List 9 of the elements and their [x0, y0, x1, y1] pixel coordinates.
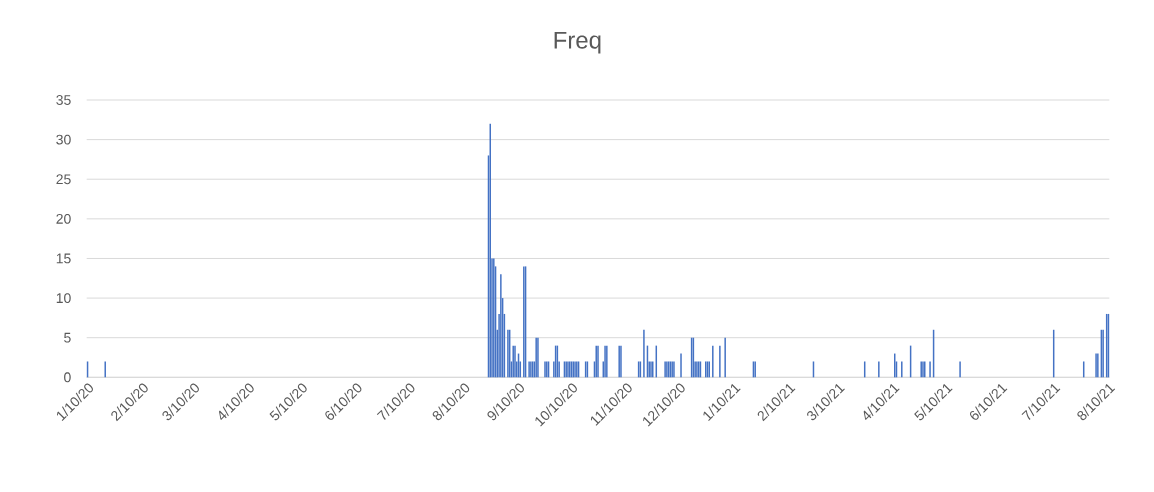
y-tick-label: 5 [64, 332, 71, 343]
y-tick-label: 35 [56, 95, 71, 105]
y-tick-label: 25 [56, 174, 71, 185]
y-tick-label: 30 [56, 134, 71, 145]
chart-title: Freq [554, 31, 601, 54]
y-tick-label: 0 [64, 372, 71, 383]
y-tick-label: 15 [56, 253, 71, 264]
y-tick-label: 20 [56, 213, 71, 224]
y-tick-label: 10 [56, 293, 71, 304]
